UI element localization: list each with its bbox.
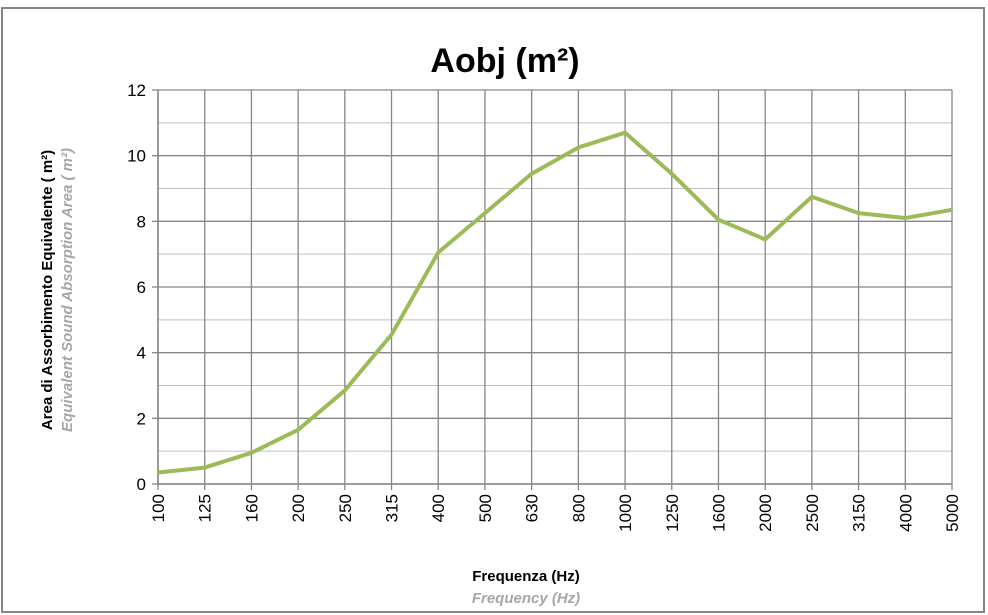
y-tick-label: 4: [137, 344, 146, 363]
x-tick-label: 160: [242, 494, 261, 522]
y-tick-label: 12: [127, 81, 146, 100]
y-axis-title: Area di Assorbimento Equivalente ( m²): [39, 150, 56, 430]
chart-title: Aobj (m²): [430, 42, 579, 80]
x-tick-label: 630: [523, 494, 542, 522]
x-tick-label: 400: [429, 494, 448, 522]
x-tick-label: 2000: [756, 494, 775, 532]
x-tick-label: 1250: [663, 494, 682, 532]
x-tick-label: 500: [476, 494, 495, 522]
x-tick-label: 4000: [896, 494, 915, 532]
x-tick-label: 100: [149, 494, 168, 522]
x-tick-label: 315: [383, 494, 402, 522]
chart-frame: [1, 7, 985, 613]
y-tick-label: 10: [127, 147, 146, 166]
y-tick-label: 2: [137, 409, 146, 428]
x-tick-label: 200: [289, 494, 308, 522]
data-line: [157, 130, 953, 475]
y-tick-label: 0: [137, 475, 146, 494]
x-tick-label: 1000: [616, 494, 635, 532]
x-tick-label: 5000: [943, 494, 962, 532]
x-tick-label: 1600: [709, 494, 728, 532]
x-tick-label: 2500: [803, 494, 822, 532]
x-tick-label: 125: [196, 494, 215, 522]
x-tick-label: 250: [336, 494, 355, 522]
y-axis-subtitle: Equivalent Sound Absorption Area ( m²): [59, 148, 76, 432]
x-axis-subtitle: Frequency (Hz): [472, 590, 580, 607]
y-tick-label: 6: [137, 278, 146, 297]
x-tick-label: 800: [569, 494, 588, 522]
x-axis-title: Frequenza (Hz): [472, 568, 580, 585]
x-tick-label: 3150: [850, 494, 869, 532]
y-tick-label: 8: [137, 212, 146, 231]
